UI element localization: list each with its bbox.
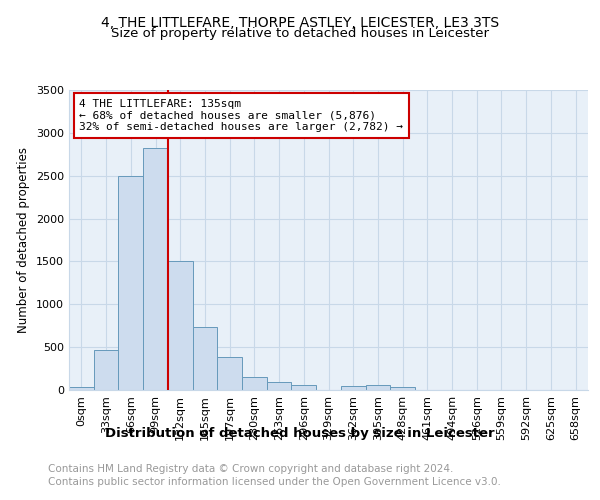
Bar (168, 262, 193, 390)
Bar (267, 382, 292, 390)
Bar (143, 148, 168, 390)
Text: Distribution of detached houses by size in Leicester: Distribution of detached houses by size … (105, 428, 495, 440)
Bar (365, 386, 390, 390)
Bar (292, 386, 316, 390)
Y-axis label: Number of detached properties: Number of detached properties (17, 147, 31, 333)
Bar (217, 358, 242, 390)
Bar (118, 176, 143, 390)
Text: 4 THE LITTLEFARE: 135sqm
← 68% of detached houses are smaller (5,876)
32% of sem: 4 THE LITTLEFARE: 135sqm ← 68% of detach… (79, 99, 403, 132)
Bar (341, 386, 365, 390)
Bar (193, 326, 217, 390)
Text: Contains HM Land Registry data © Crown copyright and database right 2024.: Contains HM Land Registry data © Crown c… (48, 464, 454, 474)
Bar (94, 350, 118, 390)
Bar (69, 388, 94, 390)
Bar (390, 388, 415, 390)
Bar (242, 377, 267, 390)
Text: Contains public sector information licensed under the Open Government Licence v3: Contains public sector information licen… (48, 477, 501, 487)
Text: Size of property relative to detached houses in Leicester: Size of property relative to detached ho… (111, 28, 489, 40)
Text: 4, THE LITTLEFARE, THORPE ASTLEY, LEICESTER, LE3 3TS: 4, THE LITTLEFARE, THORPE ASTLEY, LEICES… (101, 16, 499, 30)
